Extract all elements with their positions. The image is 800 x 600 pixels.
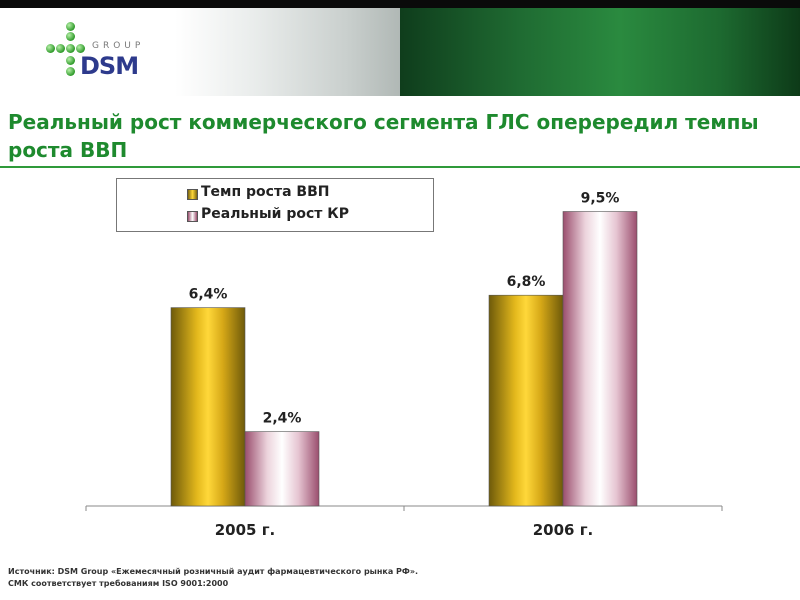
footnote-source: Источник: DSM Group «Ежемесячный розничн… — [8, 567, 419, 576]
banner-green-photo — [400, 8, 800, 96]
chart-legend: Темп роста ВВП Реальный рост КР — [116, 178, 434, 232]
bar-kr-0 — [244, 431, 320, 507]
legend-label-kr: Реальный рост КР — [201, 206, 349, 222]
data-label: 6,4% — [189, 287, 228, 303]
bar-chart: 6,4% 2,4% 2005 г. 6,8% 9,5% 2006 г. — [85, 191, 723, 539]
data-label: 9,5% — [581, 191, 620, 207]
legend-swatch-kr — [187, 211, 198, 222]
bar-kr-1 — [562, 211, 638, 507]
banner-clock-photo — [175, 8, 405, 96]
data-label: 6,8% — [507, 274, 546, 290]
logo-group-text: GROUP — [92, 41, 145, 51]
legend-label-gdp: Темп роста ВВП — [201, 184, 330, 200]
logo-text: DSM — [80, 52, 139, 80]
data-label: 2,4% — [263, 411, 302, 427]
x-tick-label: 2006 г. — [533, 521, 594, 539]
header-banner: GROUP DSM — [0, 0, 800, 96]
bar-gdp-0 — [170, 307, 246, 507]
x-tick-label: 2005 г. — [215, 521, 276, 539]
banner-top-strip — [0, 0, 800, 8]
source-footnote: Источник: DSM Group «Ежемесячный розничн… — [8, 566, 418, 590]
title-divider — [0, 166, 800, 168]
legend-swatch-gdp — [187, 189, 198, 200]
footnote-iso: СМК соответствует требованиям ISO 9001:2… — [8, 579, 229, 588]
bar-gdp-1 — [488, 294, 564, 507]
page-title: Реальный рост коммерческого сегмента ГЛС… — [8, 110, 759, 162]
